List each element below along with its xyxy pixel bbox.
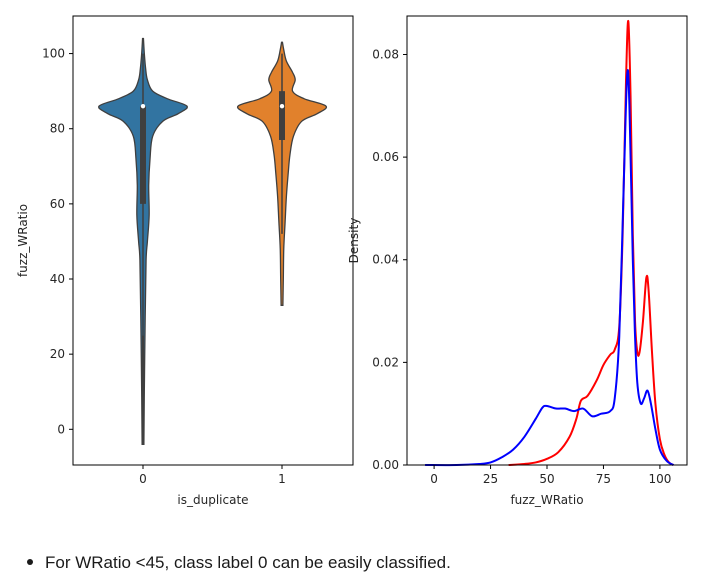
note-text: For WRatio <45, class label 0 can be eas…: [45, 553, 451, 572]
violin-median-0: [140, 103, 146, 109]
violin-iqr-box-0: [140, 106, 146, 204]
density-xtick-label: 25: [483, 472, 498, 486]
density-line-1: [425, 69, 674, 467]
violin-xtick-label: 1: [278, 472, 286, 486]
bullet-icon: [27, 558, 33, 565]
density-ytick-label: 0.00: [372, 458, 399, 472]
violin-ytick-label: 60: [50, 197, 65, 211]
violin-ytick-label: 0: [57, 422, 65, 436]
violin-median-1: [279, 103, 285, 109]
density-xtick-label: 75: [596, 472, 611, 486]
density-ylabel: Density: [347, 218, 361, 264]
violin-plot: 0 20 40 60 80 100 0 1 is_duplicate fuzz_WRatio: [16, 15, 354, 507]
violin-ytick-label: 80: [50, 122, 65, 136]
violin-ytick-label: 20: [50, 347, 65, 361]
density-ytick-label: 0.08: [372, 47, 399, 61]
density-xtick-label: 50: [539, 472, 554, 486]
density-xtick-label: 100: [648, 472, 671, 486]
violin-axes-frame: [72, 15, 354, 466]
figure: 0 20 40 60 80 100 0 1 is_duplicate fuzz_WRatio 0.…: [16, 15, 688, 507]
violin-ylabel: fuzz_WRatio: [16, 204, 30, 277]
density-ytick-label: 0.02: [372, 355, 399, 369]
note-list-item: For WRatio <45, class label 0 can be eas…: [27, 553, 451, 573]
density-ytick-label: 0.04: [372, 253, 399, 267]
violin-iqr-box-1: [279, 91, 285, 140]
density-line-0: [508, 20, 674, 466]
density-plot: 0.00 0.02 0.04 0.06 0.08 0 25 50 75 100 fuzz_WRati…: [347, 15, 688, 507]
violin-ytick-label: 40: [50, 272, 65, 286]
density-xlabel: fuzz_WRatio: [510, 493, 583, 507]
density-ytick-label: 0.06: [372, 150, 399, 164]
violin-xlabel: is_duplicate: [177, 493, 248, 507]
violin-xtick-label: 0: [139, 472, 147, 486]
violin-ytick-label: 100: [42, 47, 65, 61]
density-xtick-label: 0: [430, 472, 438, 486]
